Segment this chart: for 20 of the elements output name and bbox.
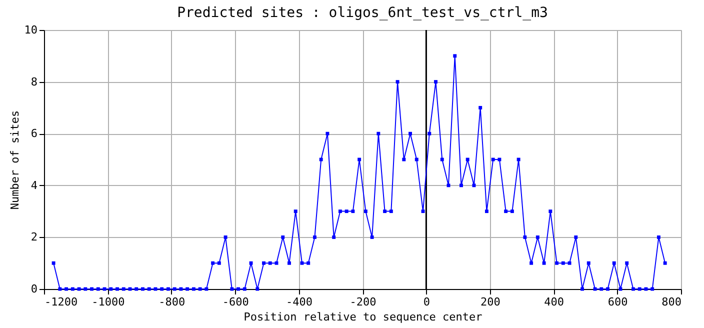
x-tick-label: -1000	[92, 296, 125, 308]
y-tick-label: 8	[30, 75, 38, 88]
x-tick-label: 600	[608, 296, 628, 308]
x-tick-label: 0	[423, 296, 430, 308]
y-axis-title: Number of sites	[8, 110, 22, 210]
y-tick-label: 6	[30, 127, 38, 140]
x-tick-label: 200	[480, 296, 500, 308]
y-tick-label: 0	[30, 282, 38, 296]
y-tick-label: 2	[30, 230, 38, 244]
x-tick-label: -400	[286, 296, 313, 308]
x-tick-label: 400	[544, 296, 564, 308]
x-tick-label: 800	[662, 296, 682, 308]
x-tick-label: -200	[350, 296, 376, 308]
x-tick-label: -600	[222, 296, 249, 308]
y-tick-label: 4	[30, 178, 38, 192]
y-tick-label: 10	[24, 24, 38, 36]
chart-title: Predicted sites : oligos_6nt_test_vs_ctrl_m3	[177, 5, 548, 21]
x-axis-title: Position relative to sequence center	[244, 310, 483, 324]
x-tick-label: -1200	[44, 296, 78, 308]
x-tick-label: -800	[158, 296, 186, 308]
